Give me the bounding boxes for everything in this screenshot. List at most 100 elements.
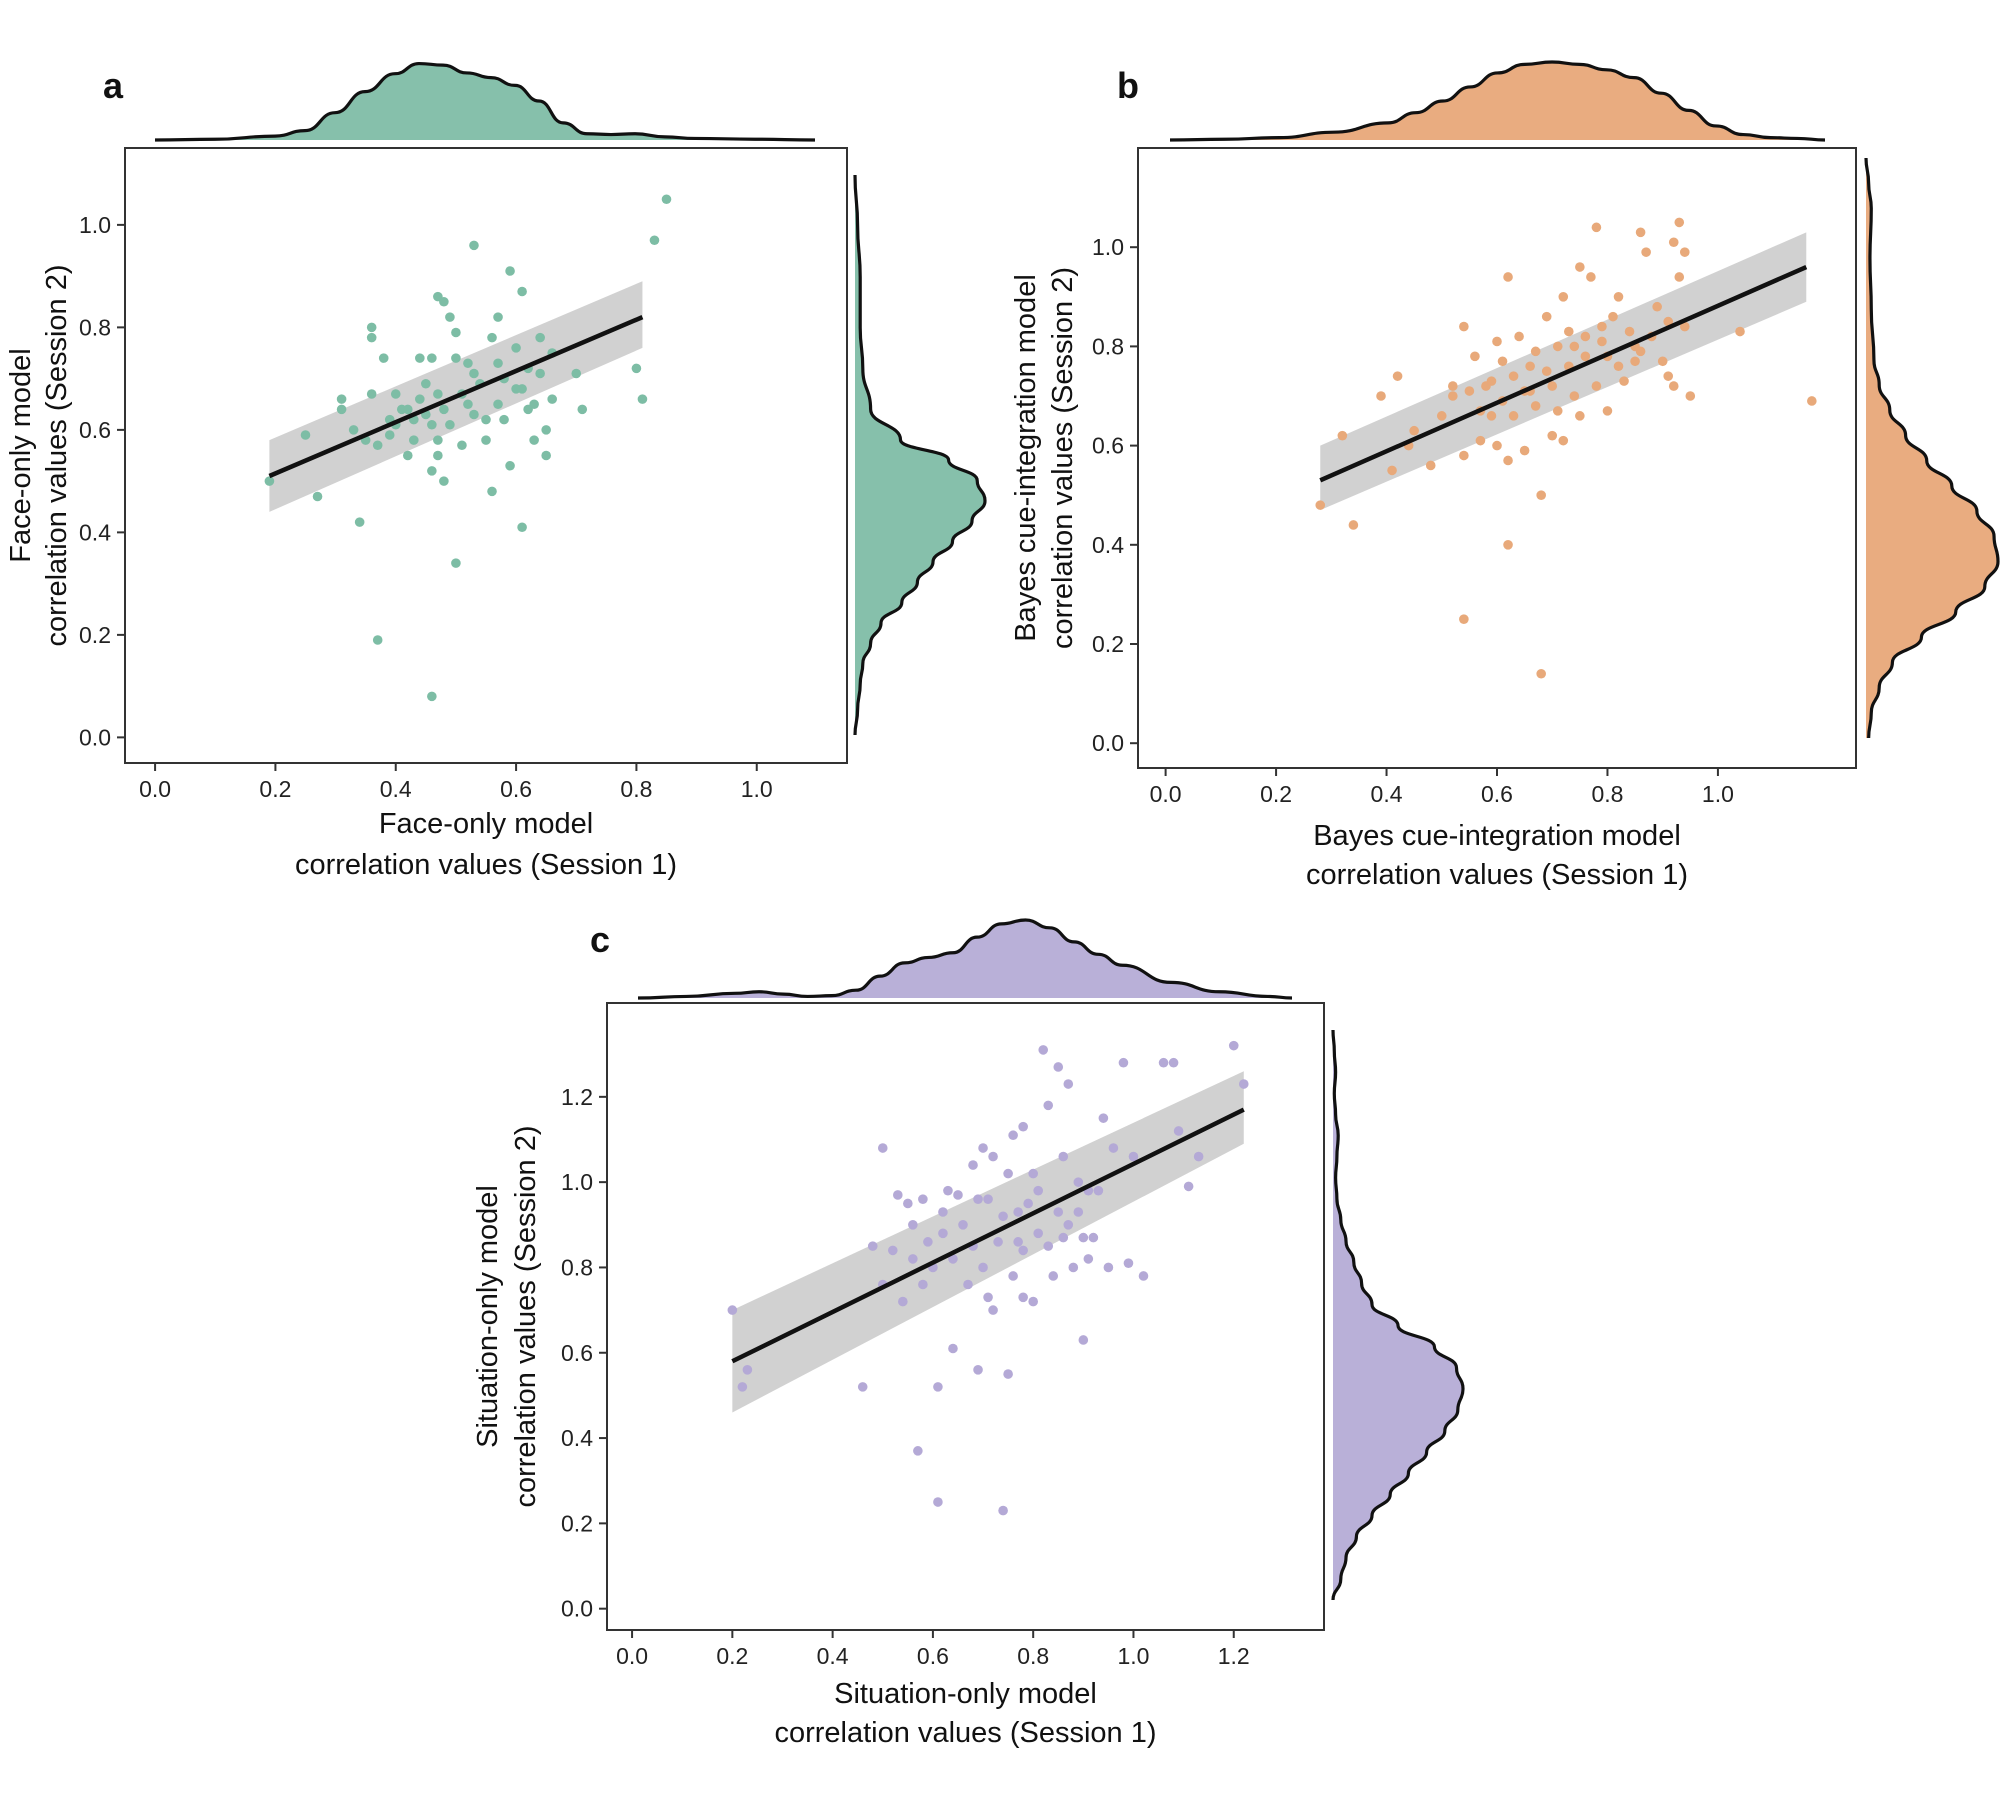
data-point xyxy=(529,399,539,410)
data-point xyxy=(1058,1151,1069,1162)
data-point xyxy=(903,1198,913,1209)
data-point xyxy=(1228,1040,1239,1051)
regression-line xyxy=(731,1107,1245,1364)
data-point xyxy=(1602,406,1613,416)
data-point xyxy=(493,399,503,410)
data-point xyxy=(637,394,648,404)
data-point xyxy=(958,1219,968,1230)
x-tick-label: 0.2 xyxy=(716,1643,748,1669)
data-point xyxy=(1475,435,1486,446)
data-point xyxy=(1552,406,1563,416)
y-tick-label: 0.0 xyxy=(1092,730,1124,756)
data-point xyxy=(1536,668,1546,679)
data-point xyxy=(421,378,431,389)
x-axis-title: correlation values (Session 1) xyxy=(774,1717,1156,1749)
data-point xyxy=(1541,366,1552,377)
data-point xyxy=(1503,540,1513,550)
y-tick-label: 0.4 xyxy=(79,519,111,545)
data-point xyxy=(988,1305,998,1315)
data-point xyxy=(469,409,479,420)
data-point xyxy=(1183,1181,1194,1192)
data-point xyxy=(1028,1296,1038,1307)
data-point xyxy=(1470,351,1480,362)
data-point xyxy=(1348,520,1359,530)
data-point xyxy=(998,1505,1008,1516)
data-point xyxy=(1525,361,1535,372)
y-tick-label: 0.2 xyxy=(79,622,111,648)
data-point xyxy=(1048,1271,1059,1281)
y-tick-label: 1.0 xyxy=(79,212,111,238)
y-tick-label: 0.0 xyxy=(79,724,111,750)
data-point xyxy=(1624,326,1635,337)
data-point xyxy=(1448,391,1458,401)
data-point xyxy=(923,1237,933,1247)
plot-frame xyxy=(1137,147,1857,769)
panel-label: c xyxy=(590,919,610,960)
data-point xyxy=(908,1219,918,1230)
data-point xyxy=(354,517,365,527)
data-point xyxy=(1608,311,1618,322)
x-axis-title: correlation values (Session 1) xyxy=(295,849,677,881)
x-tick-label: 0.8 xyxy=(1017,1643,1049,1669)
data-point xyxy=(1674,272,1685,282)
x-density-curve xyxy=(1169,60,1826,142)
data-point xyxy=(1486,376,1497,386)
data-point xyxy=(1459,450,1469,461)
data-point xyxy=(469,368,479,379)
x-tick-label: 0.4 xyxy=(817,1643,849,1669)
x-tick-label: 0.0 xyxy=(1150,781,1182,807)
y-axis-title: Face-only model xyxy=(5,348,37,562)
data-point xyxy=(1033,1228,1044,1239)
data-point xyxy=(1668,381,1679,391)
data-point xyxy=(1685,391,1696,401)
data-point xyxy=(427,691,437,702)
data-point xyxy=(451,353,461,363)
data-point xyxy=(1013,1207,1023,1217)
panel-label: a xyxy=(103,65,124,106)
data-point xyxy=(1436,411,1447,421)
data-point xyxy=(908,1254,918,1264)
data-point xyxy=(547,394,557,404)
data-point xyxy=(1315,500,1326,510)
data-point xyxy=(372,635,383,645)
data-point xyxy=(1807,396,1817,406)
data-point xyxy=(505,266,515,276)
y-tick-label: 1.0 xyxy=(1092,234,1124,260)
x-tick-label: 0.2 xyxy=(259,776,291,802)
data-point xyxy=(1514,331,1524,342)
data-point xyxy=(1058,1232,1069,1243)
data-point xyxy=(1018,1292,1028,1303)
data-point xyxy=(1459,614,1469,624)
data-point xyxy=(1337,430,1348,441)
data-point xyxy=(415,353,425,363)
data-point xyxy=(481,414,491,425)
y-tick-label: 0.2 xyxy=(561,1510,593,1536)
data-point xyxy=(1541,311,1552,322)
x-tick-label: 0.0 xyxy=(139,776,171,802)
data-point xyxy=(913,1446,923,1456)
data-point xyxy=(1193,1151,1204,1162)
data-point xyxy=(348,425,359,435)
data-point xyxy=(948,1343,958,1354)
data-point xyxy=(312,491,323,502)
data-point xyxy=(1613,361,1624,372)
x-tick-label: 0.8 xyxy=(620,776,652,802)
data-point xyxy=(1508,371,1519,381)
data-point xyxy=(857,1382,868,1392)
data-point xyxy=(511,343,521,353)
data-point xyxy=(378,353,389,363)
data-point xyxy=(1586,272,1596,282)
data-point xyxy=(867,1241,878,1251)
data-point xyxy=(1569,391,1580,401)
data-point xyxy=(968,1160,978,1170)
data-point xyxy=(390,389,401,399)
y-density-fill xyxy=(1333,1030,1463,1600)
data-point xyxy=(577,404,588,415)
y-axis-title: Bayes cue-integration model xyxy=(1010,274,1042,642)
data-point xyxy=(1552,341,1563,352)
data-point xyxy=(1073,1207,1084,1217)
data-point xyxy=(493,358,503,369)
data-point xyxy=(1108,1143,1119,1153)
data-point xyxy=(1519,445,1530,456)
